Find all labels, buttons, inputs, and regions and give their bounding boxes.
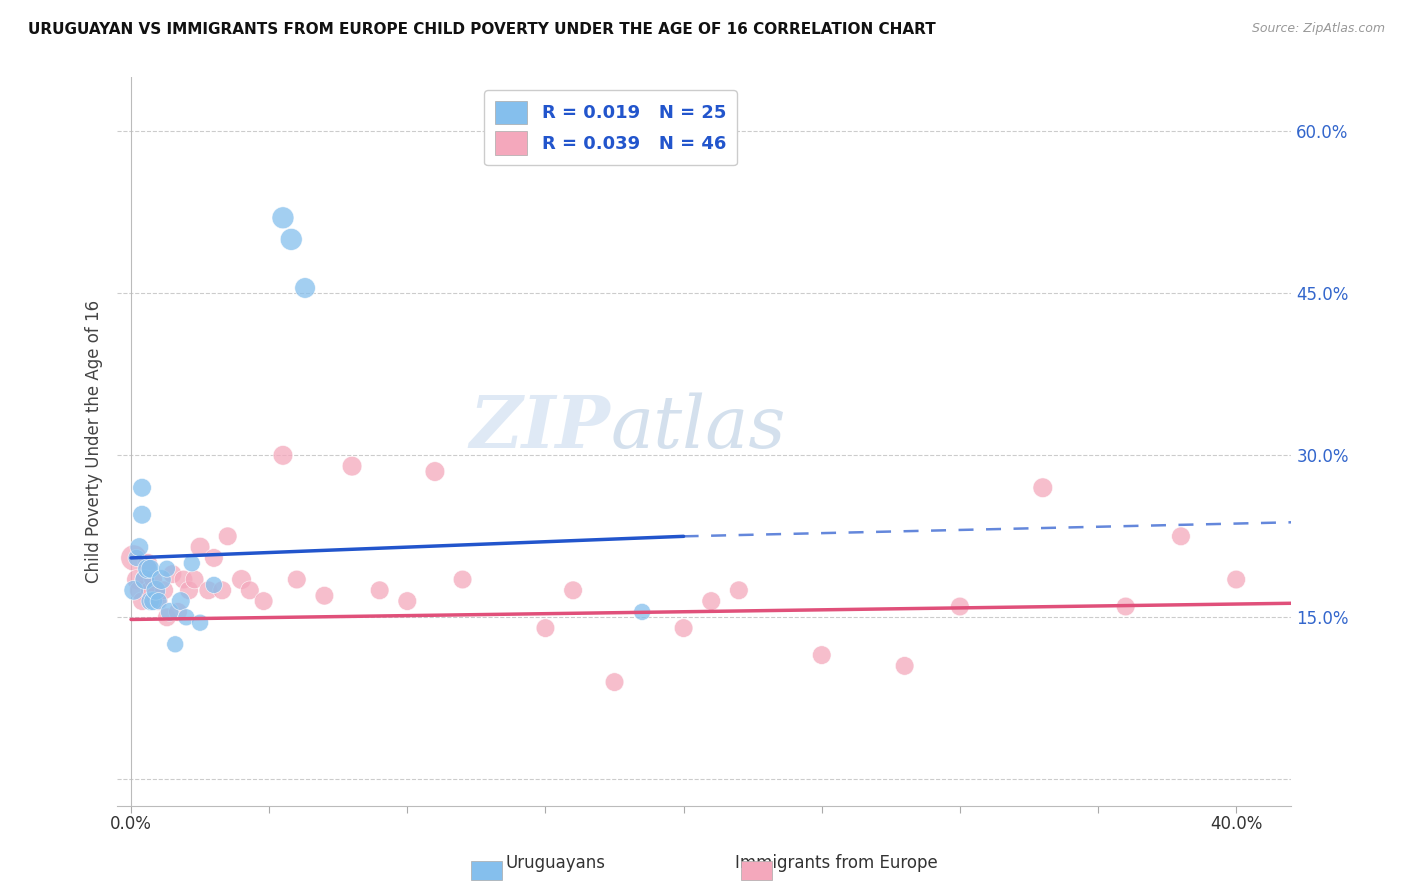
- Point: [253, 594, 276, 608]
- Point: [153, 583, 176, 598]
- Point: [188, 615, 211, 630]
- Point: [562, 583, 585, 598]
- Point: [631, 605, 654, 619]
- Point: [810, 648, 832, 662]
- Point: [177, 583, 200, 598]
- Point: [271, 211, 294, 225]
- Point: [603, 675, 626, 690]
- Point: [174, 610, 197, 624]
- Point: [202, 578, 225, 592]
- Point: [156, 610, 179, 624]
- Point: [183, 573, 205, 587]
- Point: [197, 583, 219, 598]
- Point: [122, 583, 145, 598]
- Point: [271, 448, 294, 462]
- Point: [125, 573, 148, 587]
- Point: [285, 573, 308, 587]
- Point: [142, 573, 165, 587]
- Point: [231, 573, 253, 587]
- Point: [314, 589, 336, 603]
- Point: [396, 594, 419, 608]
- Point: [340, 459, 363, 474]
- Point: [893, 659, 915, 673]
- Point: [145, 589, 167, 603]
- Point: [145, 583, 167, 598]
- Point: [1225, 573, 1247, 587]
- Legend: R = 0.019   N = 25, R = 0.039   N = 46: R = 0.019 N = 25, R = 0.039 N = 46: [484, 90, 737, 165]
- Point: [142, 594, 165, 608]
- Point: [368, 583, 391, 598]
- Y-axis label: Child Poverty Under the Age of 16: Child Poverty Under the Age of 16: [86, 301, 103, 583]
- Point: [239, 583, 262, 598]
- Point: [211, 583, 233, 598]
- Text: URUGUAYAN VS IMMIGRANTS FROM EUROPE CHILD POVERTY UNDER THE AGE OF 16 CORRELATIO: URUGUAYAN VS IMMIGRANTS FROM EUROPE CHIL…: [28, 22, 936, 37]
- Point: [128, 583, 150, 598]
- Point: [139, 594, 162, 608]
- Point: [150, 573, 173, 587]
- Point: [139, 562, 162, 576]
- Point: [136, 557, 159, 571]
- Point: [162, 567, 184, 582]
- Point: [188, 540, 211, 554]
- Point: [423, 465, 446, 479]
- Point: [148, 594, 170, 608]
- Text: Immigrants from Europe: Immigrants from Europe: [735, 855, 938, 872]
- Point: [1115, 599, 1137, 614]
- Point: [170, 594, 193, 608]
- Point: [125, 550, 148, 565]
- Point: [134, 573, 156, 587]
- Point: [173, 573, 195, 587]
- Point: [156, 562, 179, 576]
- Point: [700, 594, 723, 608]
- Point: [131, 508, 153, 522]
- Point: [728, 583, 751, 598]
- Point: [180, 557, 202, 571]
- Point: [159, 605, 181, 619]
- Point: [139, 583, 162, 598]
- Point: [534, 621, 557, 635]
- Text: atlas: atlas: [610, 392, 786, 463]
- Point: [294, 281, 316, 295]
- Text: ZIP: ZIP: [470, 392, 610, 463]
- Point: [1032, 481, 1054, 495]
- Point: [217, 529, 239, 543]
- Point: [451, 573, 474, 587]
- Point: [165, 637, 187, 651]
- Point: [202, 550, 225, 565]
- Text: 0.0%: 0.0%: [110, 815, 152, 833]
- Point: [148, 594, 170, 608]
- Point: [131, 594, 153, 608]
- Point: [280, 232, 302, 246]
- Point: [131, 481, 153, 495]
- Text: Uruguayans: Uruguayans: [505, 855, 606, 872]
- Point: [672, 621, 695, 635]
- Point: [134, 573, 156, 587]
- Point: [128, 540, 150, 554]
- Point: [122, 550, 145, 565]
- Point: [167, 605, 190, 619]
- Point: [949, 599, 972, 614]
- Point: [1170, 529, 1192, 543]
- Text: Source: ZipAtlas.com: Source: ZipAtlas.com: [1251, 22, 1385, 36]
- Point: [136, 562, 159, 576]
- Text: 40.0%: 40.0%: [1211, 815, 1263, 833]
